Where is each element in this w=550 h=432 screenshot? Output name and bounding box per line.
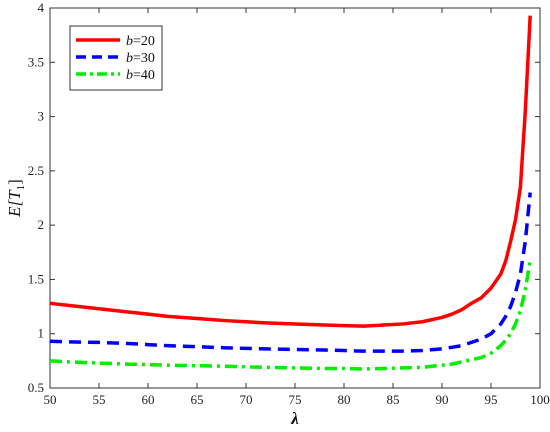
series-group <box>49 15 532 371</box>
y-axis-label-group: E[T1] <box>5 179 27 218</box>
y-tick-label: 3.5 <box>28 54 44 69</box>
x-tick-label: 70 <box>240 392 253 407</box>
y-axis-label: E[T1] <box>5 179 27 218</box>
y-tick-label: 4 <box>38 0 45 15</box>
y-tick-label: 1 <box>38 326 45 341</box>
x-tick-label: 100 <box>530 392 550 407</box>
series-line-2 <box>49 192 532 353</box>
legend-label-1: b=20 <box>126 34 155 49</box>
legend-label-2: b=30 <box>126 51 155 66</box>
y-tick-label: 2.5 <box>28 163 44 178</box>
legend-label-value: =40 <box>133 68 155 83</box>
legend-label-var: b <box>126 68 133 83</box>
x-tick-label: 80 <box>338 392 351 407</box>
legend-label-value: =20 <box>133 34 155 49</box>
x-tick-label: 90 <box>436 392 449 407</box>
legend-label-value: =30 <box>133 51 155 66</box>
y-axis-label-sub: 1 <box>15 185 27 191</box>
y-tick-label: 3 <box>38 109 45 124</box>
y-tick-label: 0.5 <box>28 380 44 395</box>
series-line-3 <box>49 259 532 371</box>
x-axis-ticks: 50 55 60 65 70 75 80 85 90 95 100 <box>44 8 550 407</box>
y-axis-label-suffix: ] <box>5 179 24 185</box>
x-tick-label: 85 <box>387 392 400 407</box>
legend-label-3: b=40 <box>126 68 155 83</box>
series-line-1 <box>49 15 532 328</box>
y-axis-label-var: T <box>5 189 24 200</box>
x-tick-label: 50 <box>44 392 57 407</box>
legend: b=20b=30b=40 <box>69 25 163 91</box>
legend-label-var: b <box>126 51 133 66</box>
y-tick-label: 1.5 <box>28 271 44 286</box>
x-tick-label: 75 <box>289 392 302 407</box>
x-tick-label: 65 <box>191 392 204 407</box>
legend-label-var: b <box>126 34 133 49</box>
y-tick-label: 2 <box>38 217 45 232</box>
x-tick-label: 95 <box>485 392 498 407</box>
x-tick-label: 55 <box>93 392 106 407</box>
x-axis-label: λ <box>290 409 299 428</box>
x-tick-label: 60 <box>142 392 155 407</box>
y-axis-label-prefix: E[ <box>5 198 24 217</box>
legend-items: b=20b=30b=40 <box>76 34 155 83</box>
plot-area: 50 55 60 65 70 75 80 85 90 95 100 0.5 1 1.5 2 2.5 3 3.5 4 <box>28 0 550 407</box>
y-axis-ticks: 0.5 1 1.5 2 2.5 3 3.5 4 <box>28 0 540 395</box>
